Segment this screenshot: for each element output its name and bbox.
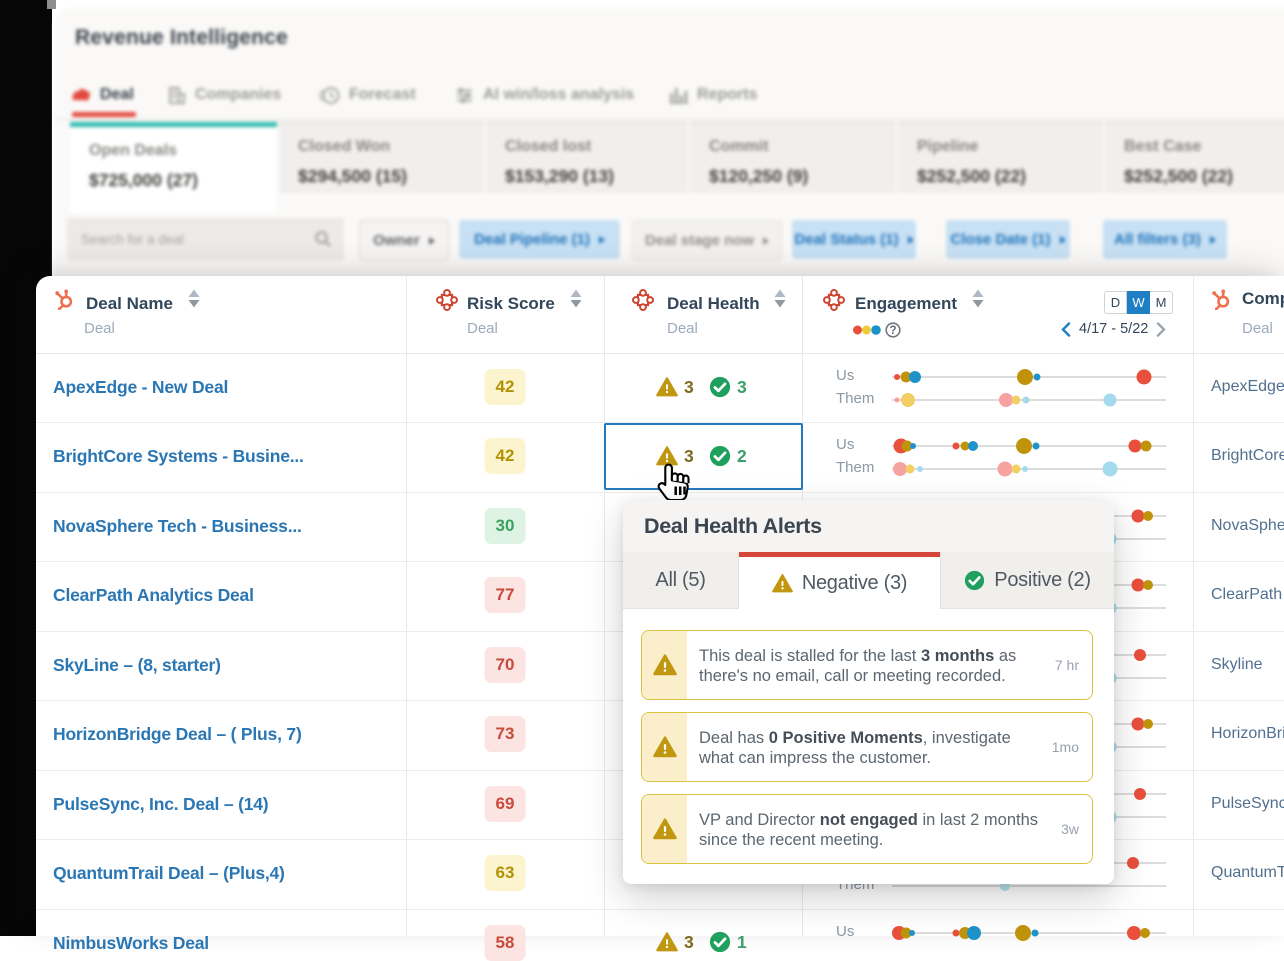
svg-text:?: ?	[889, 325, 896, 337]
